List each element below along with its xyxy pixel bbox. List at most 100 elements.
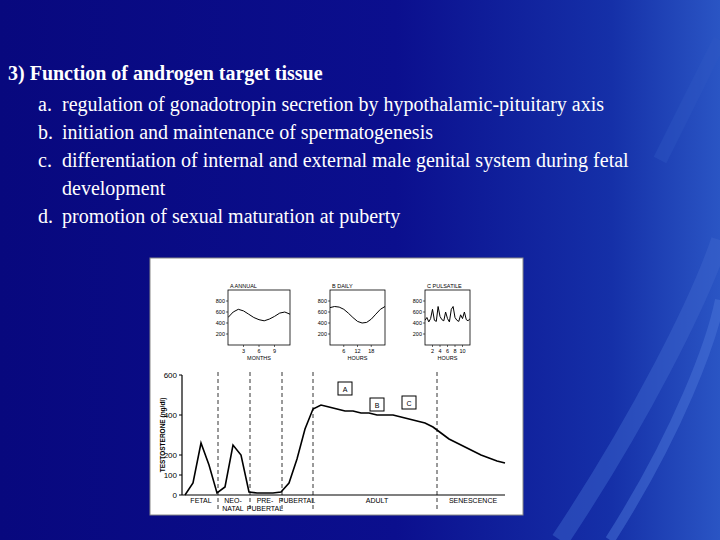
y-tick [226, 312, 228, 313]
y-tick-label: 400 [216, 320, 225, 326]
inset-chart: B DAILY 200 400 600 800 6 12 18HOURS [318, 283, 385, 361]
item-text: promotion of sexual maturation at pubert… [62, 202, 720, 230]
x-tick-label: 2 [431, 348, 434, 354]
x-tick-label: PUBERTAL [279, 497, 315, 504]
label-line: SENESCENCE [449, 497, 498, 504]
y-tick-label: 600 [216, 309, 225, 315]
y-tick-label: 200 [318, 331, 327, 337]
label-line: PUBERTAL [247, 505, 283, 512]
y-tick-label: 200 [413, 331, 422, 337]
y-tick-label: 0 [173, 491, 178, 500]
item-text: differentiation of internal and external… [62, 146, 720, 202]
x-tick-label: 9 [273, 348, 276, 354]
y-tick [179, 475, 182, 476]
inset-frame [228, 290, 290, 345]
x-tick-label: 8 [453, 348, 456, 354]
stage-divider [218, 372, 219, 510]
inset-plot [330, 307, 385, 324]
x-tick-label: 10 [459, 348, 465, 354]
y-tick [328, 301, 330, 302]
x-tick [243, 345, 244, 347]
x-tick-label: 6 [257, 348, 260, 354]
item-text: initiation and maintenance of spermatoge… [62, 118, 720, 146]
annotation-box [370, 398, 384, 411]
label-line: NATAL [222, 505, 244, 512]
stage-divider [313, 372, 314, 510]
label-line: FETAL [190, 497, 211, 504]
x-axis-label: HOURS [348, 355, 368, 361]
y-tick [179, 415, 182, 416]
annotation-box [338, 382, 352, 395]
x-tick-label: ADULT [366, 497, 389, 504]
x-tick [357, 345, 358, 347]
y-tick-label: 600 [164, 371, 178, 380]
item-label: c. [38, 146, 52, 174]
y-tick [423, 301, 425, 302]
inset-frame [330, 290, 385, 345]
x-tick-label: 4 [438, 348, 441, 354]
y-tick-label: 800 [318, 298, 327, 304]
x-tick [343, 345, 344, 347]
x-tick [432, 345, 433, 347]
x-tick-label: 12 [354, 348, 360, 354]
item-label: a. [38, 90, 52, 118]
inset-chart: A ANNUAL200400600800369MONTHS [216, 283, 290, 361]
y-tick [423, 323, 425, 324]
x-tick [455, 345, 456, 347]
label-line: NEO- [224, 497, 242, 504]
x-axis-label: MONTHS [247, 355, 271, 361]
y-tick [423, 334, 425, 335]
inset-plot [425, 307, 470, 322]
inset-chart: C PULSATILE200400600800246810HOURS [413, 283, 470, 361]
y-axis [181, 375, 182, 495]
y-tick [179, 495, 182, 496]
inset-title: B DAILY [332, 283, 353, 289]
y-tick [179, 375, 182, 376]
y-tick [226, 323, 228, 324]
y-tick [423, 312, 425, 313]
annotation-label: A [343, 386, 348, 393]
label-line: PUBERTAL [279, 497, 315, 504]
y-axis-label: TESTOSTERONE (ng/dl) [159, 398, 167, 473]
label-line: PRE- [257, 497, 274, 504]
heading: 3) Function of androgen target tissue [8, 62, 323, 85]
inset-line [228, 309, 290, 321]
x-tick-label: 6 [342, 348, 345, 354]
x-axis [182, 494, 505, 495]
x-tick [440, 345, 441, 347]
inset-line [330, 307, 385, 324]
x-tick [462, 345, 463, 347]
item-text: regulation of gonadotropin secretion by … [62, 90, 720, 118]
y-tick-label: 800 [413, 298, 422, 304]
item-label: b. [38, 118, 53, 146]
x-tick-label: 3 [242, 348, 245, 354]
y-tick-label: 400 [318, 320, 327, 326]
y-tick [179, 455, 182, 456]
x-tick-label: 6 [446, 348, 449, 354]
annotation-label: C [406, 400, 411, 407]
x-tick [259, 345, 260, 347]
label-line: ADULT [366, 497, 389, 504]
figure: 0100200400600TESTOSTERONE (ng/dl)FETALNE… [0, 0, 720, 540]
inset-plot [228, 309, 290, 321]
y-tick-label: 600 [318, 309, 327, 315]
annotation-label: B [375, 402, 380, 409]
x-tick-label: PRE-PUBERTAL [247, 497, 283, 512]
stage-divider [437, 372, 438, 510]
inset-line [425, 307, 470, 322]
y-tick-label: 400 [413, 320, 422, 326]
main-chart: 0100200400600TESTOSTERONE (ng/dl)FETALNE… [159, 371, 505, 512]
y-tick-label: 800 [216, 298, 225, 304]
testosterone-line [185, 405, 505, 495]
stage-divider [250, 372, 251, 510]
x-axis-label: HOURS [438, 355, 458, 361]
main-plot [185, 405, 505, 495]
x-tick [447, 345, 448, 347]
item-label: d. [38, 202, 53, 230]
y-tick [328, 312, 330, 313]
x-tick-label: 18 [368, 348, 374, 354]
annotation-box [402, 396, 416, 409]
x-tick-label: FETAL [190, 497, 211, 504]
inset-title: C PULSATILE [427, 283, 462, 289]
inset-title: A ANNUAL [230, 283, 257, 289]
